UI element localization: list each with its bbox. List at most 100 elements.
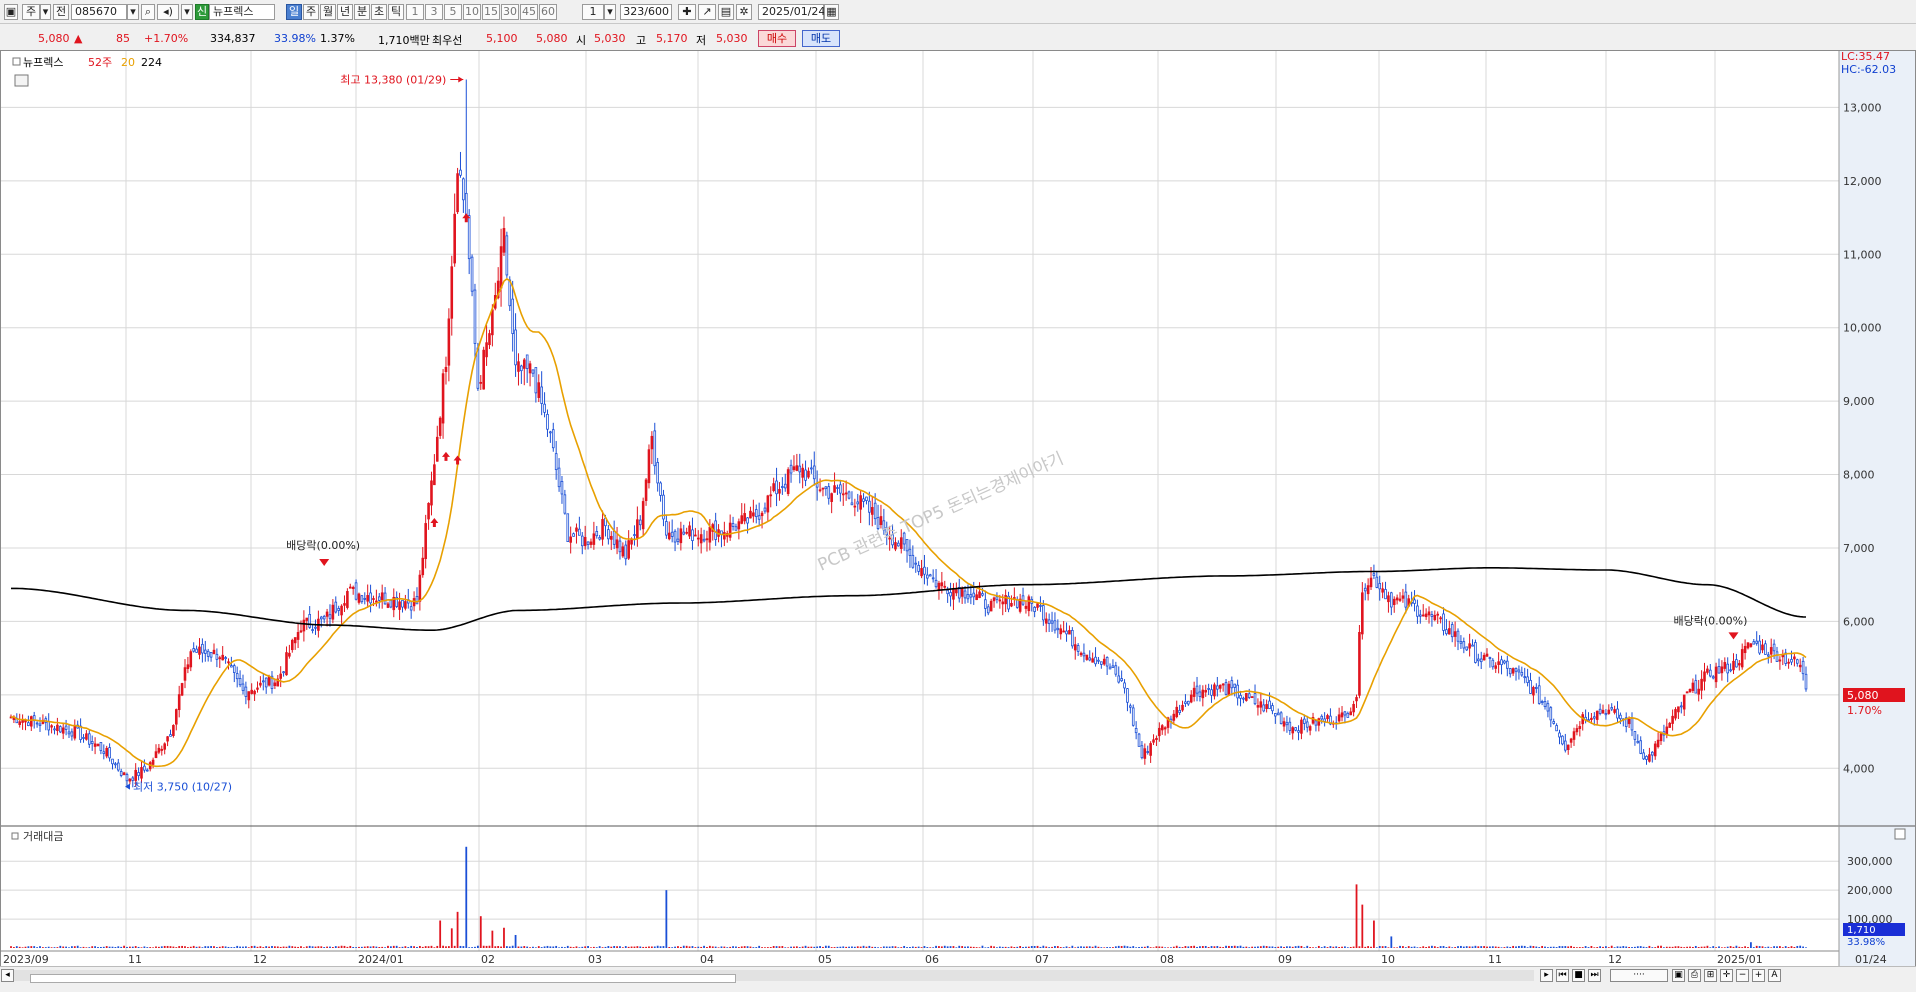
view-count-field[interactable]: 323/600 — [620, 4, 672, 20]
calendar-icon[interactable]: ▦ — [824, 4, 839, 20]
candle-body — [1346, 712, 1350, 718]
zoom-in-icon[interactable]: ✚ — [678, 4, 696, 20]
volume-bar — [1738, 946, 1741, 948]
volume-bar — [853, 946, 856, 948]
candle-body — [383, 592, 387, 605]
speed-slider[interactable]: ···· — [1610, 969, 1668, 982]
candle-body — [1323, 718, 1326, 722]
candle-body — [1207, 688, 1210, 690]
volume-bar — [1578, 947, 1581, 948]
stock-code-value: 085670 — [75, 5, 117, 18]
volume-bar — [323, 947, 326, 948]
stop-icon[interactable]: ■ — [1572, 969, 1585, 982]
date-input[interactable]: 2025/01/24 — [758, 4, 825, 20]
volume-bar — [503, 927, 505, 948]
candle-body — [360, 595, 364, 603]
candle-body — [134, 769, 137, 781]
volume-bar — [1074, 947, 1077, 948]
print-icon[interactable]: ⎙ — [1688, 969, 1701, 982]
volume-bar — [1056, 946, 1059, 948]
plus-icon[interactable]: + — [1752, 969, 1765, 982]
fit-icon[interactable]: A — [1768, 969, 1781, 982]
candle-body — [212, 649, 216, 655]
speaker-dropdown-icon[interactable]: ▾ — [181, 4, 193, 20]
period-tab-3[interactable]: 년 — [337, 4, 353, 20]
scroll-track[interactable] — [14, 970, 1534, 983]
minus-icon[interactable]: − — [1736, 969, 1749, 982]
stock-code-input[interactable]: 085670 — [71, 4, 127, 20]
volume-bar — [247, 947, 250, 948]
volume-bar — [149, 947, 152, 948]
candle-body — [404, 601, 407, 609]
volume-bar — [926, 947, 929, 948]
window-icon[interactable]: ▣ — [4, 4, 18, 20]
candle-body — [772, 483, 775, 491]
volume-bar — [885, 946, 888, 948]
capture-icon[interactable]: ▣ — [1672, 969, 1685, 982]
volume-bar — [1703, 946, 1706, 948]
candle-body — [319, 616, 323, 620]
volume-bar — [909, 946, 911, 948]
volume-bar — [711, 946, 714, 948]
volume-bar — [1802, 946, 1804, 948]
candle-body — [786, 469, 790, 495]
trend-icon[interactable]: ↗ — [698, 4, 716, 20]
volume-tick-label: 100,000 — [1847, 913, 1893, 926]
minute-option-1[interactable]: 1 — [406, 4, 424, 20]
minute-option-3[interactable]: 3 — [425, 4, 443, 20]
scroll-right-icon[interactable]: ▸ — [1540, 969, 1553, 982]
minute-option-30[interactable]: 30 — [501, 4, 519, 20]
crosshair-icon[interactable]: ✛ — [1720, 969, 1733, 982]
buy-button[interactable]: 매수 — [758, 30, 796, 47]
period-tab-6[interactable]: 틱 — [388, 4, 404, 20]
code-dropdown-icon[interactable]: ▾ — [127, 4, 139, 20]
candle-body — [868, 500, 871, 513]
chart-type-icon[interactable]: ⊞ — [1704, 969, 1717, 982]
speaker-icon[interactable]: ◂) — [157, 4, 179, 20]
sell-button[interactable]: 매도 — [802, 30, 840, 47]
period-tab-4[interactable]: 분 — [354, 4, 370, 20]
volume-bar — [1051, 946, 1053, 948]
chart-scrollbar[interactable]: ◂ ▸ ⏮ ■ ⏭ ···· ▣ ⎙ ⊞ ✛ − + A — [0, 966, 1916, 984]
volume-bar — [964, 946, 966, 948]
period-tab-0[interactable]: 일 — [286, 4, 302, 20]
candle-body — [1326, 715, 1329, 720]
period-tab-5[interactable]: 초 — [371, 4, 387, 20]
candle-body — [1398, 598, 1402, 601]
period-tab-1[interactable]: 주 — [303, 4, 319, 20]
market-select[interactable]: 주 — [22, 4, 40, 20]
scroll-thumb[interactable] — [30, 974, 736, 983]
candle-body — [1578, 726, 1582, 729]
minute-option-45[interactable]: 45 — [520, 4, 538, 20]
play-icon[interactable]: ⏭ — [1588, 969, 1601, 982]
volume-bar — [204, 946, 207, 948]
candle-body — [1042, 605, 1045, 621]
count-select[interactable]: 1 — [582, 4, 604, 20]
candle-body — [50, 725, 53, 728]
candle-body — [673, 530, 677, 543]
save-icon[interactable]: ▤ — [718, 4, 734, 20]
candle-body — [659, 482, 662, 496]
chart-panel[interactable]: 4,0005,0006,0007,0008,0009,00010,00011,0… — [0, 50, 1916, 970]
first-page-icon[interactable]: ⏮ — [1556, 969, 1569, 982]
volume-bar — [914, 946, 917, 948]
gear-icon[interactable]: ✲ — [736, 4, 752, 20]
volume-bar — [468, 947, 471, 948]
period-tab-2[interactable]: 월 — [320, 4, 336, 20]
period-prefix[interactable]: 전 — [53, 4, 69, 20]
candle-body — [688, 525, 691, 537]
minute-option-10[interactable]: 10 — [463, 4, 481, 20]
volume-bar — [1552, 946, 1555, 948]
count-dropdown-icon[interactable]: ▾ — [604, 4, 616, 20]
volume-bar — [624, 946, 627, 948]
minute-option-15[interactable]: 15 — [482, 4, 500, 20]
price-chart[interactable]: 4,0005,0006,0007,0008,0009,00010,00011,0… — [1, 51, 1915, 967]
scroll-left-icon[interactable]: ◂ — [1, 969, 14, 982]
candle-body — [839, 484, 842, 494]
market-dropdown-icon[interactable]: ▾ — [40, 4, 51, 20]
minute-option-60[interactable]: 60 — [539, 4, 557, 20]
minute-option-5[interactable]: 5 — [444, 4, 462, 20]
search-icon[interactable]: ⌕ — [141, 4, 155, 20]
volume-bar — [300, 946, 302, 948]
stock-name-field[interactable]: 뉴프렉스 — [209, 4, 275, 20]
